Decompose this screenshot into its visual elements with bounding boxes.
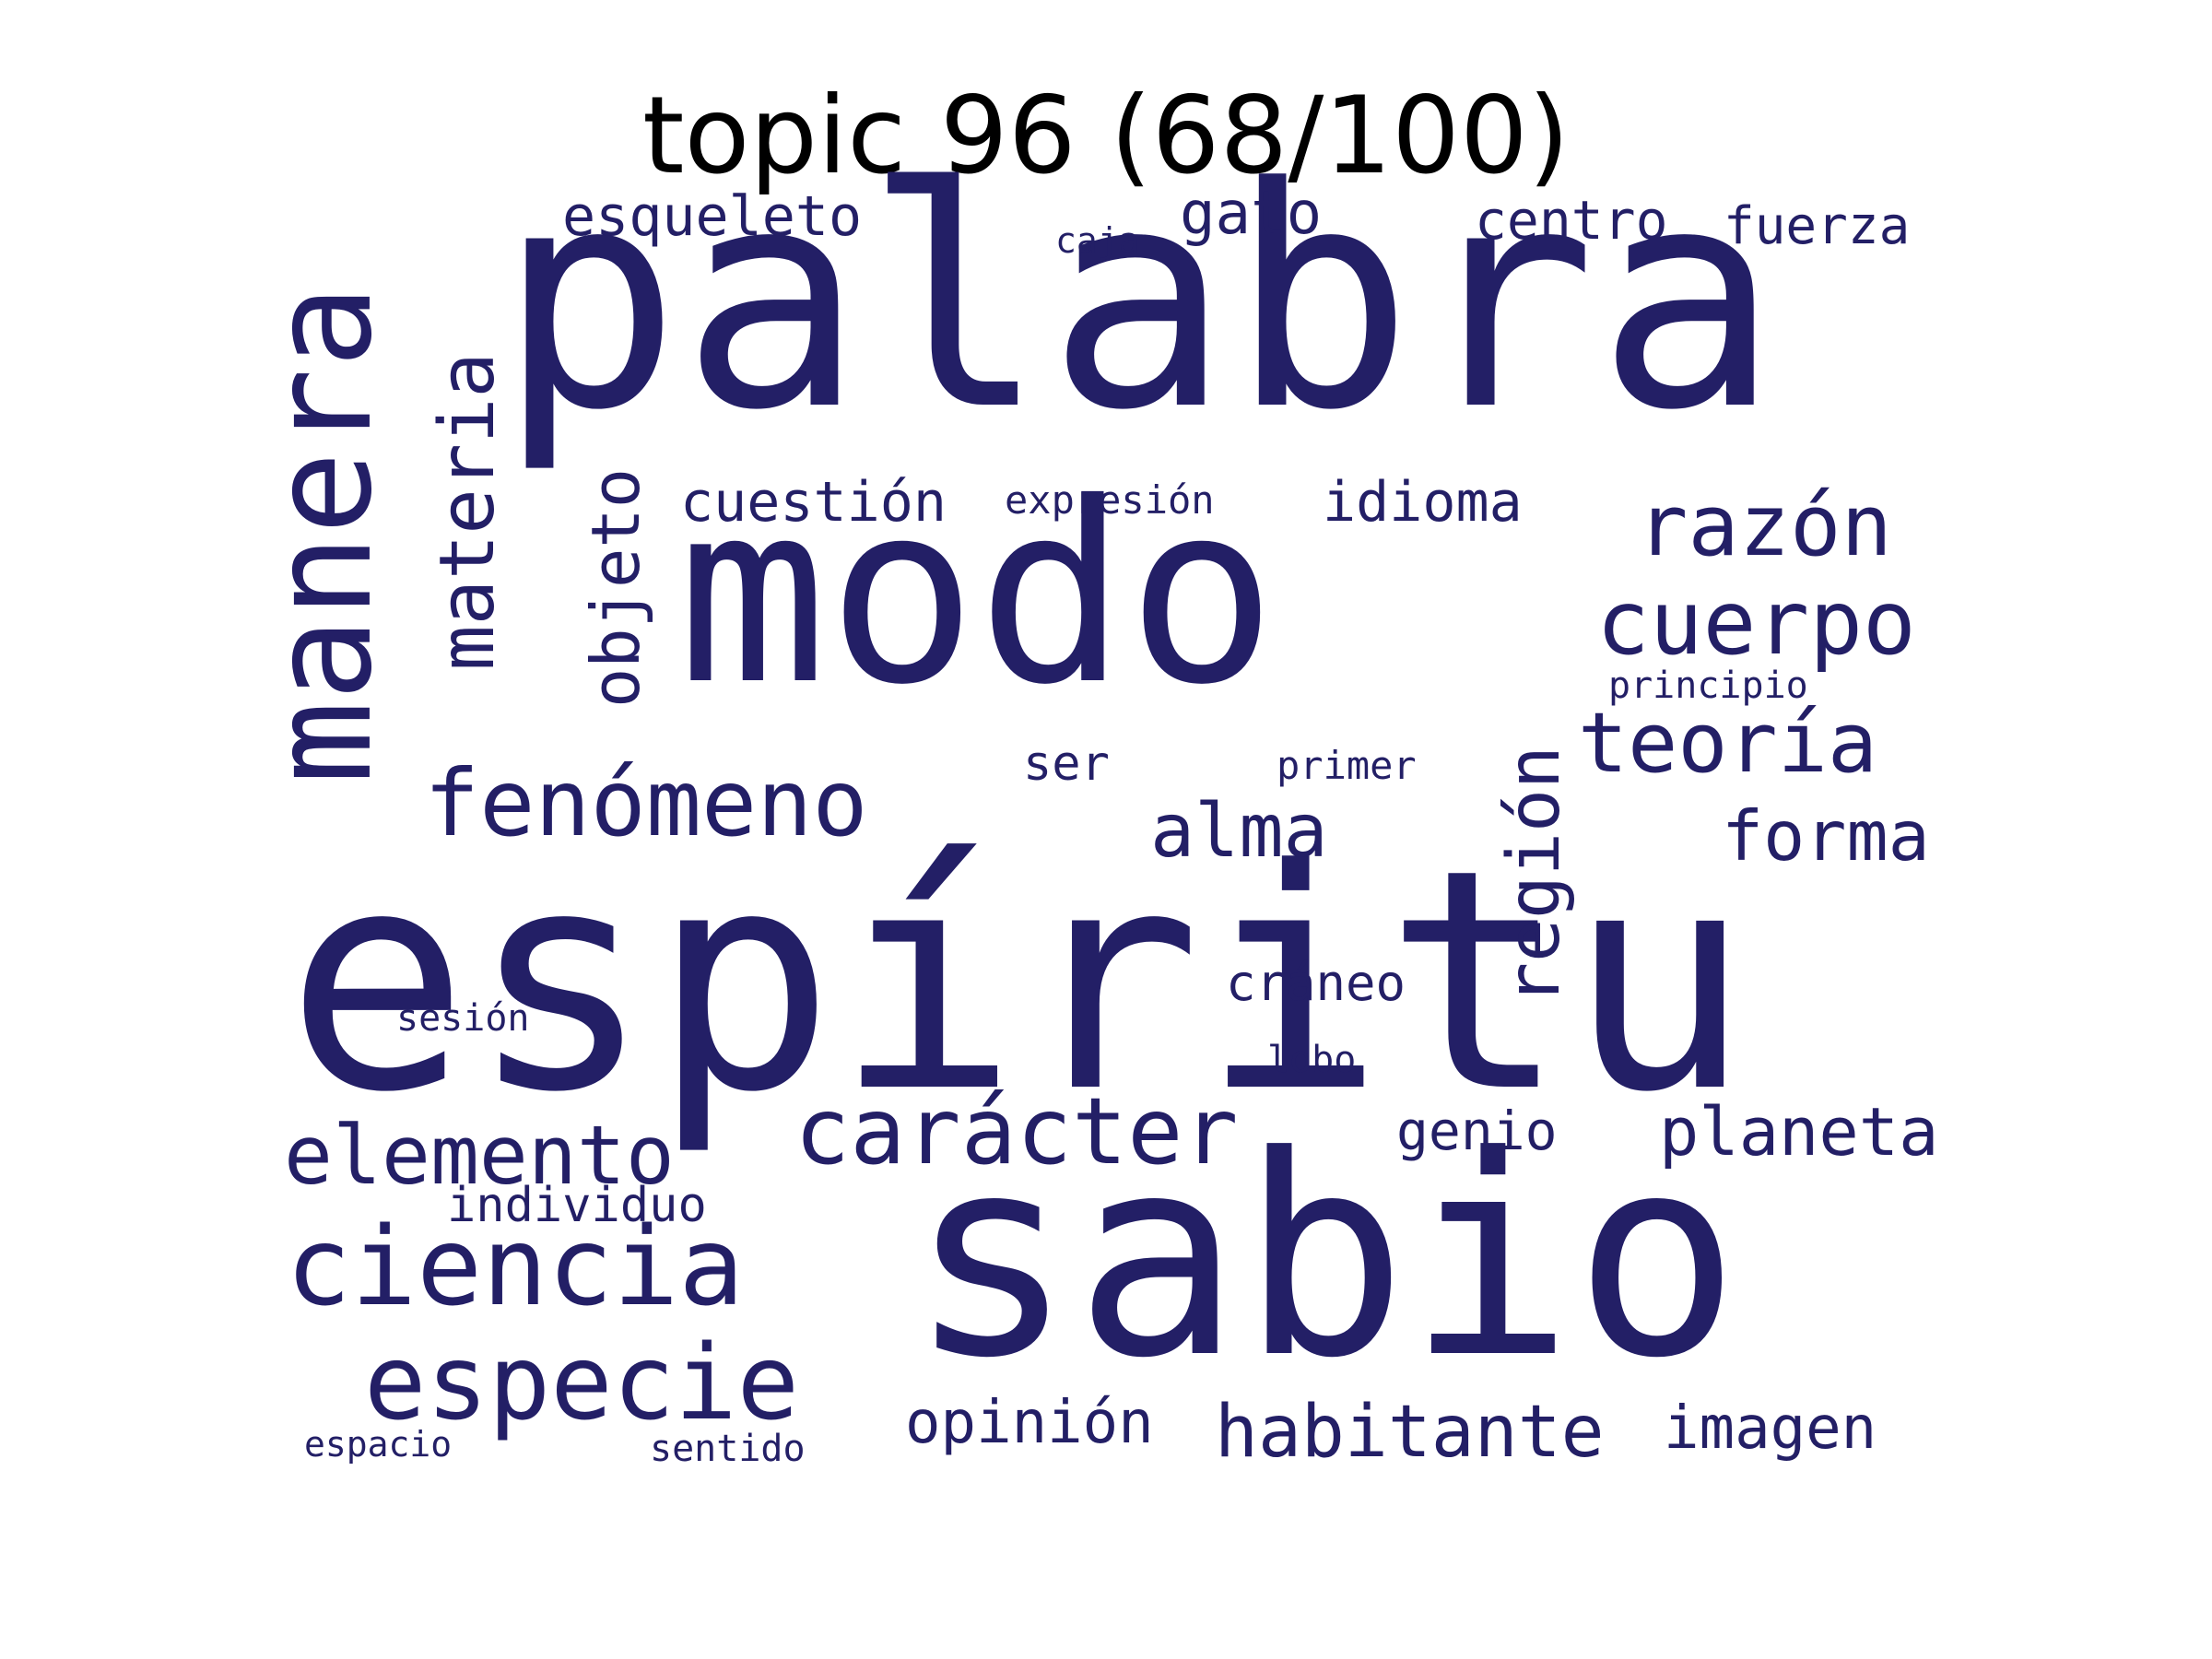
word-principio: principio: [1608, 665, 1808, 707]
word-materia: materia: [423, 352, 512, 671]
word-palabra: palabra: [498, 123, 1780, 477]
word-razon: razón: [1637, 477, 1892, 575]
word-sabio: sabio: [908, 1097, 1741, 1418]
word-modo: modo: [677, 449, 1277, 739]
word-forma: forma: [1722, 795, 1930, 877]
word-espacio: espacio: [304, 1424, 453, 1465]
word-ciencia: ciencia: [286, 1203, 745, 1330]
word-ser: ser: [1023, 736, 1110, 792]
word-centro: centro: [1475, 189, 1668, 252]
word-habitante: habitante: [1215, 1391, 1605, 1474]
word-especie: especie: [364, 1324, 800, 1443]
word-objeto: objeto: [577, 467, 654, 709]
word-manera: manera: [241, 285, 403, 784]
word-imagen: imagen: [1664, 1394, 1877, 1463]
word-cuestion: cuestión: [680, 470, 947, 535]
word-genio: genio: [1396, 1100, 1558, 1162]
word-lobo: lobo: [1267, 1039, 1357, 1081]
word-alma: alma: [1150, 788, 1328, 874]
word-fenomeno: fenómeno: [424, 749, 868, 857]
word-sentido: sentido: [650, 1428, 806, 1470]
word-opinion: opinión: [905, 1389, 1154, 1457]
word-expresion: expresión: [1005, 477, 1215, 523]
word-region: región: [1492, 746, 1576, 1006]
word-fuerza: fuerza: [1724, 196, 1911, 256]
word-planeta: planeta: [1659, 1093, 1939, 1171]
word-teoria: teoría: [1578, 695, 1878, 792]
word-sesion: sesión: [396, 997, 530, 1040]
wordcloud-title: topic 96 (68/100): [641, 74, 1571, 198]
word-primer: primer: [1277, 743, 1417, 788]
word-gato: gato: [1180, 180, 1323, 248]
word-caja: caja: [1055, 220, 1140, 261]
word-caracter: carácter: [794, 1077, 1239, 1185]
word-espiritu: espíritu: [286, 805, 1751, 1159]
word-craneo: cráneo: [1226, 954, 1406, 1012]
word-idioma: idioma: [1323, 470, 1523, 535]
word-individuo: individuo: [447, 1178, 707, 1233]
word-cuerpo: cuerpo: [1596, 571, 1916, 675]
word-esqueleto: esqueleto: [562, 184, 863, 249]
word-elemento: elemento: [284, 1108, 675, 1203]
